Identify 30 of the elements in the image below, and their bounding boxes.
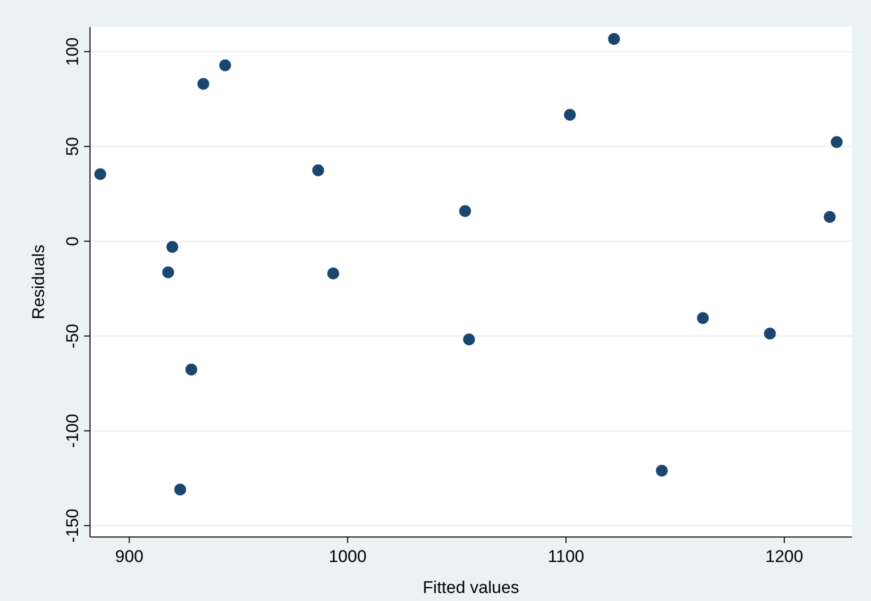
y-axis-title: Residuals xyxy=(29,244,48,320)
point xyxy=(94,168,106,180)
point xyxy=(824,211,836,223)
point xyxy=(656,464,668,477)
point xyxy=(219,59,232,72)
y-tick-label: -50 xyxy=(63,324,82,348)
point xyxy=(162,266,174,278)
x-tick-label: 1000 xyxy=(328,547,367,566)
x-tick-label: 900 xyxy=(115,547,144,566)
point xyxy=(166,241,178,253)
point xyxy=(564,108,576,121)
x-tick-label: 1100 xyxy=(548,547,584,566)
y-tick-label: 0 xyxy=(63,236,82,246)
x-axis-title: Fitted values xyxy=(422,578,520,597)
y-tick-label: -150 xyxy=(63,508,82,543)
point xyxy=(327,268,340,280)
y-tick-label: 100 xyxy=(63,37,82,66)
point xyxy=(463,334,475,346)
point xyxy=(312,164,324,176)
point xyxy=(608,33,620,45)
point xyxy=(459,205,472,217)
x-tick-label: 1200 xyxy=(765,547,804,566)
point xyxy=(696,312,709,324)
y-tick-label: 50 xyxy=(63,136,82,156)
point xyxy=(197,78,210,90)
point xyxy=(174,484,186,496)
point xyxy=(185,364,198,376)
point xyxy=(830,136,843,148)
point xyxy=(764,328,776,340)
y-tick-label: -100 xyxy=(63,414,82,448)
